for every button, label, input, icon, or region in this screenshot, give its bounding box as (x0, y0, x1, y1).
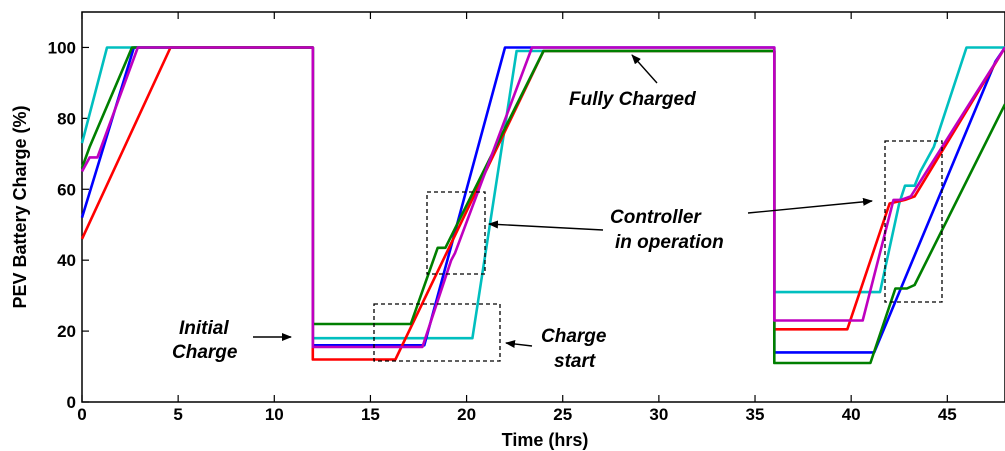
controller-arrow-2 (747, 197, 873, 214)
fully-charged-arrow (631, 54, 658, 84)
y-tick-label: 40 (57, 251, 76, 270)
controller-box-1 (426, 191, 486, 275)
annotation-boxes (373, 140, 943, 362)
plot-area (81, 11, 1005, 403)
x-tick-label: 30 (649, 405, 668, 424)
charge-start-arrow (505, 340, 533, 349)
annotation-charge: Charge (172, 342, 238, 363)
y-axis-ticks: 0 20 40 60 80 100 (48, 38, 89, 412)
y-axis-label: PEV Battery Charge (%) (10, 105, 30, 308)
y-tick-label: 80 (57, 109, 76, 128)
x-axis-label: Time (hrs) (502, 430, 589, 450)
annotation-arrows (253, 54, 873, 349)
charge-start-box (373, 303, 501, 362)
y-tick-label: 20 (57, 322, 76, 341)
annotation-start: start (554, 351, 596, 372)
series-line-5 (80, 46, 1005, 349)
x-tick-label: 25 (553, 405, 572, 424)
y-tick-label: 0 (67, 393, 76, 412)
x-tick-label: 0 (77, 405, 86, 424)
x-tick-label: 5 (173, 405, 182, 424)
controller-box-2 (884, 140, 943, 303)
y-tick-label: 100 (48, 38, 76, 57)
annotation-fully-charged: Fully Charged (569, 89, 696, 110)
controller-arrow-1 (488, 220, 604, 231)
annotation-controller: Controller (610, 207, 702, 228)
annotation-charge-2: Charge (541, 326, 607, 347)
x-tick-label: 45 (938, 405, 957, 424)
x-tick-label: 35 (746, 405, 765, 424)
annotation-initial: Initial (179, 318, 229, 339)
x-tick-label: 10 (265, 405, 284, 424)
x-tick-label: 20 (457, 405, 476, 424)
x-axis-ticks: 0 5 10 15 20 25 30 35 40 45 (77, 12, 957, 424)
x-tick-label: 40 (842, 405, 861, 424)
y-tick-label: 60 (57, 180, 76, 199)
series-lines (80, 46, 1005, 365)
x-tick-label: 15 (361, 405, 380, 424)
annotation-in-operation: in operation (615, 232, 724, 253)
